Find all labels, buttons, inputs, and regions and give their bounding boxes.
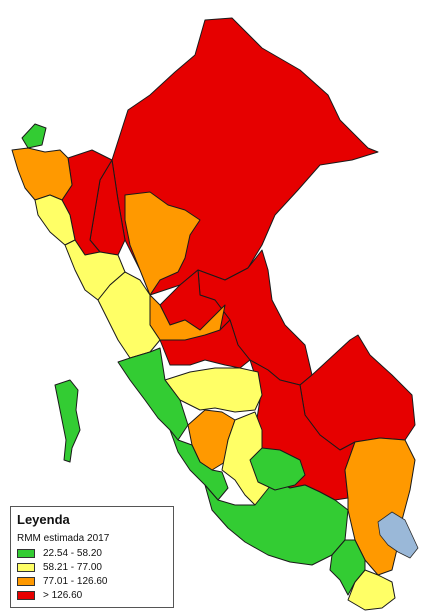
- island-region[interactable]: [54, 379, 81, 463]
- legend-label: > 126.60: [43, 590, 83, 601]
- region-lima-callao[interactable]: [117, 347, 189, 441]
- legend-label: 58.21 - 77.00: [43, 562, 102, 573]
- lake-titicaca: [377, 511, 419, 559]
- legend-row-class-3: 77.01 - 126.60: [17, 575, 167, 588]
- region-san-martin[interactable]: [124, 191, 201, 296]
- legend-row-class-2: 58.21 - 77.00: [17, 561, 167, 574]
- legend-label: 77.01 - 126.60: [43, 576, 108, 587]
- legend-swatch: [17, 591, 35, 600]
- legend-row-class-1: 22.54 - 58.20: [17, 547, 167, 560]
- legend-title: Leyenda: [17, 512, 70, 527]
- legend-subtitle: RMM estimada 2017: [17, 533, 110, 544]
- region-huancavelica[interactable]: [164, 367, 263, 413]
- region-tumbes[interactable]: [21, 123, 47, 149]
- region-ica[interactable]: [169, 429, 229, 501]
- legend-swatch: [17, 549, 35, 558]
- region-moquegua[interactable]: [329, 539, 366, 596]
- region-cusco-south[interactable]: [249, 447, 306, 491]
- legend-row-class-4: > 126.60: [17, 589, 167, 602]
- region-arequipa[interactable]: [204, 479, 349, 566]
- region-tumbes-piura[interactable]: [11, 147, 73, 201]
- legend-label: 22.54 - 58.20: [43, 548, 102, 559]
- map-legend: Leyenda RMM estimada 2017 22.54 - 58.20 …: [10, 506, 174, 608]
- legend-swatch: [17, 577, 35, 586]
- legend-swatch: [17, 563, 35, 572]
- region-ancash[interactable]: [97, 271, 161, 359]
